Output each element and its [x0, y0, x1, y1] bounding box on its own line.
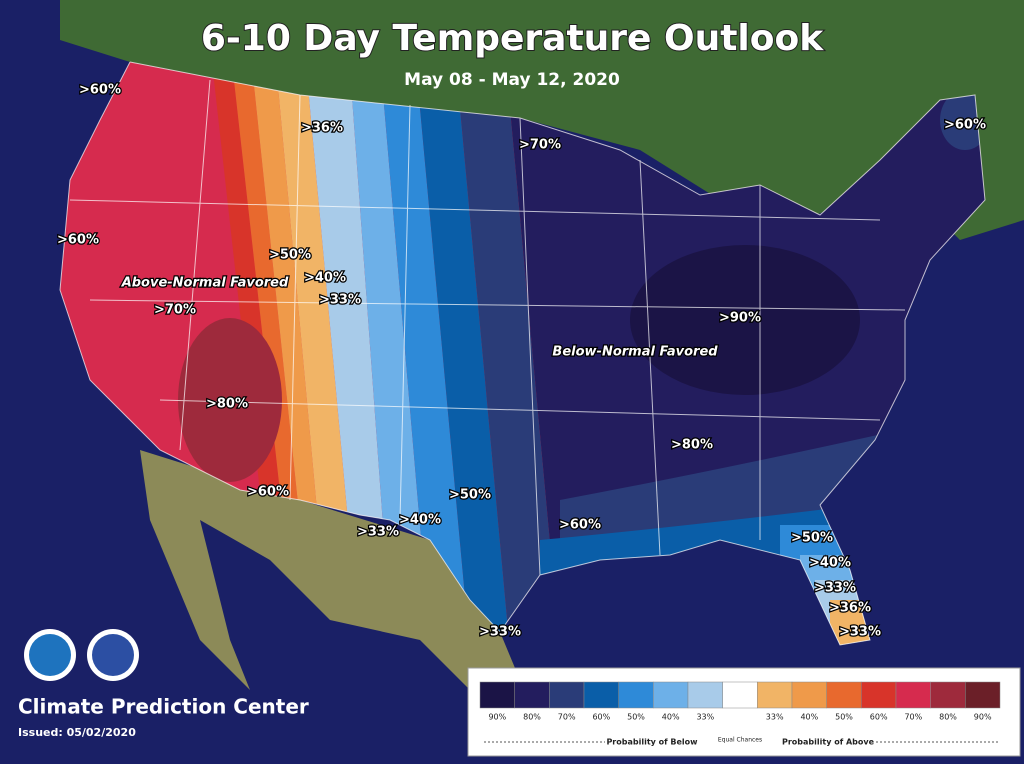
map-label: >70%: [154, 303, 196, 318]
legend-label: 50%: [835, 713, 853, 722]
map-label: >60%: [559, 518, 601, 533]
map-label: >70%: [519, 138, 561, 153]
map-label: >90%: [719, 311, 761, 326]
map-label: >36%: [829, 601, 871, 616]
legend-label: 60%: [870, 713, 888, 722]
legend-label: 80%: [939, 713, 957, 722]
band: [178, 318, 282, 482]
legend-swatch: [514, 681, 550, 709]
legend-label: 90%: [974, 713, 992, 722]
legend-swatch: [549, 681, 585, 709]
band: [410, 62, 520, 645]
title: 6-10 Day Temperature Outlook: [201, 18, 824, 59]
legend-swatch: [479, 681, 515, 709]
map-label: >80%: [206, 397, 248, 412]
legend-label: 70%: [904, 713, 922, 722]
legend-swatch: [930, 681, 966, 709]
canada-land: [60, 0, 1024, 240]
legend-swatch: [618, 681, 654, 709]
map-label: >40%: [809, 556, 851, 571]
map-label: >33%: [814, 581, 856, 596]
state-borders: [59, 61, 986, 646]
legend-label: 90%: [488, 713, 506, 722]
legend-label: 33%: [696, 713, 714, 722]
agency: Climate Prediction Center: [18, 695, 309, 719]
nws-logo-inner: [92, 634, 134, 676]
map-label: Below-Normal Favored: [552, 345, 718, 360]
map-label: >50%: [449, 488, 491, 503]
map-label: >33%: [839, 625, 881, 640]
legend-label: 80%: [523, 713, 541, 722]
map-label: >33%: [319, 293, 361, 308]
legend-swatch: [791, 681, 827, 709]
map-label: >60%: [944, 118, 986, 133]
map-label: >33%: [479, 625, 521, 640]
below-label: Probability of Below: [606, 738, 698, 747]
legend-label: 40%: [662, 713, 680, 722]
legend-swatch: [583, 681, 619, 709]
legend-label: 70%: [558, 713, 576, 722]
map-label: >60%: [79, 83, 121, 98]
legend-swatch: [826, 681, 862, 709]
map-label: >40%: [399, 513, 441, 528]
map-label: Above-Normal Favored: [121, 276, 289, 291]
map-label: >33%: [357, 525, 399, 540]
issued-date: Issued: 05/02/2020: [18, 726, 136, 739]
band: [630, 245, 860, 395]
legend-swatch: [861, 681, 897, 709]
map-labels: >60%>36%>70%>60%>60%>50%>40%>33%Above-No…: [56, 81, 988, 641]
map-label: >50%: [269, 248, 311, 263]
band: [375, 62, 480, 645]
subtitle: May 08 - May 12, 2020: [404, 70, 620, 90]
legend-swatch: [722, 681, 758, 709]
map-label: >60%: [57, 233, 99, 248]
legend-swatch: [965, 681, 1001, 709]
legend-swatch: [757, 681, 793, 709]
legend-label: 40%: [800, 713, 818, 722]
noaa-logo-inner: [29, 634, 71, 676]
legend-label: 60%: [592, 713, 610, 722]
legend-label: Equal Chances: [718, 737, 762, 744]
map-label: >40%: [304, 271, 346, 286]
map-label: >50%: [791, 531, 833, 546]
map-label: >60%: [247, 485, 289, 500]
map-label: >80%: [671, 438, 713, 453]
legend-label: 50%: [627, 713, 645, 722]
legend-swatch: [653, 681, 689, 709]
above-label: Probability of Above: [782, 738, 875, 747]
legend-swatch: [687, 681, 723, 709]
legend-swatch: [895, 681, 931, 709]
mexico-land: [140, 450, 520, 690]
legend-label: 33%: [766, 713, 784, 722]
legend: 90% 80% 70% 60% 50% 40% 33% Equal Chances 33% 40%…: [479, 681, 1001, 744]
map-label: >36%: [301, 121, 343, 136]
